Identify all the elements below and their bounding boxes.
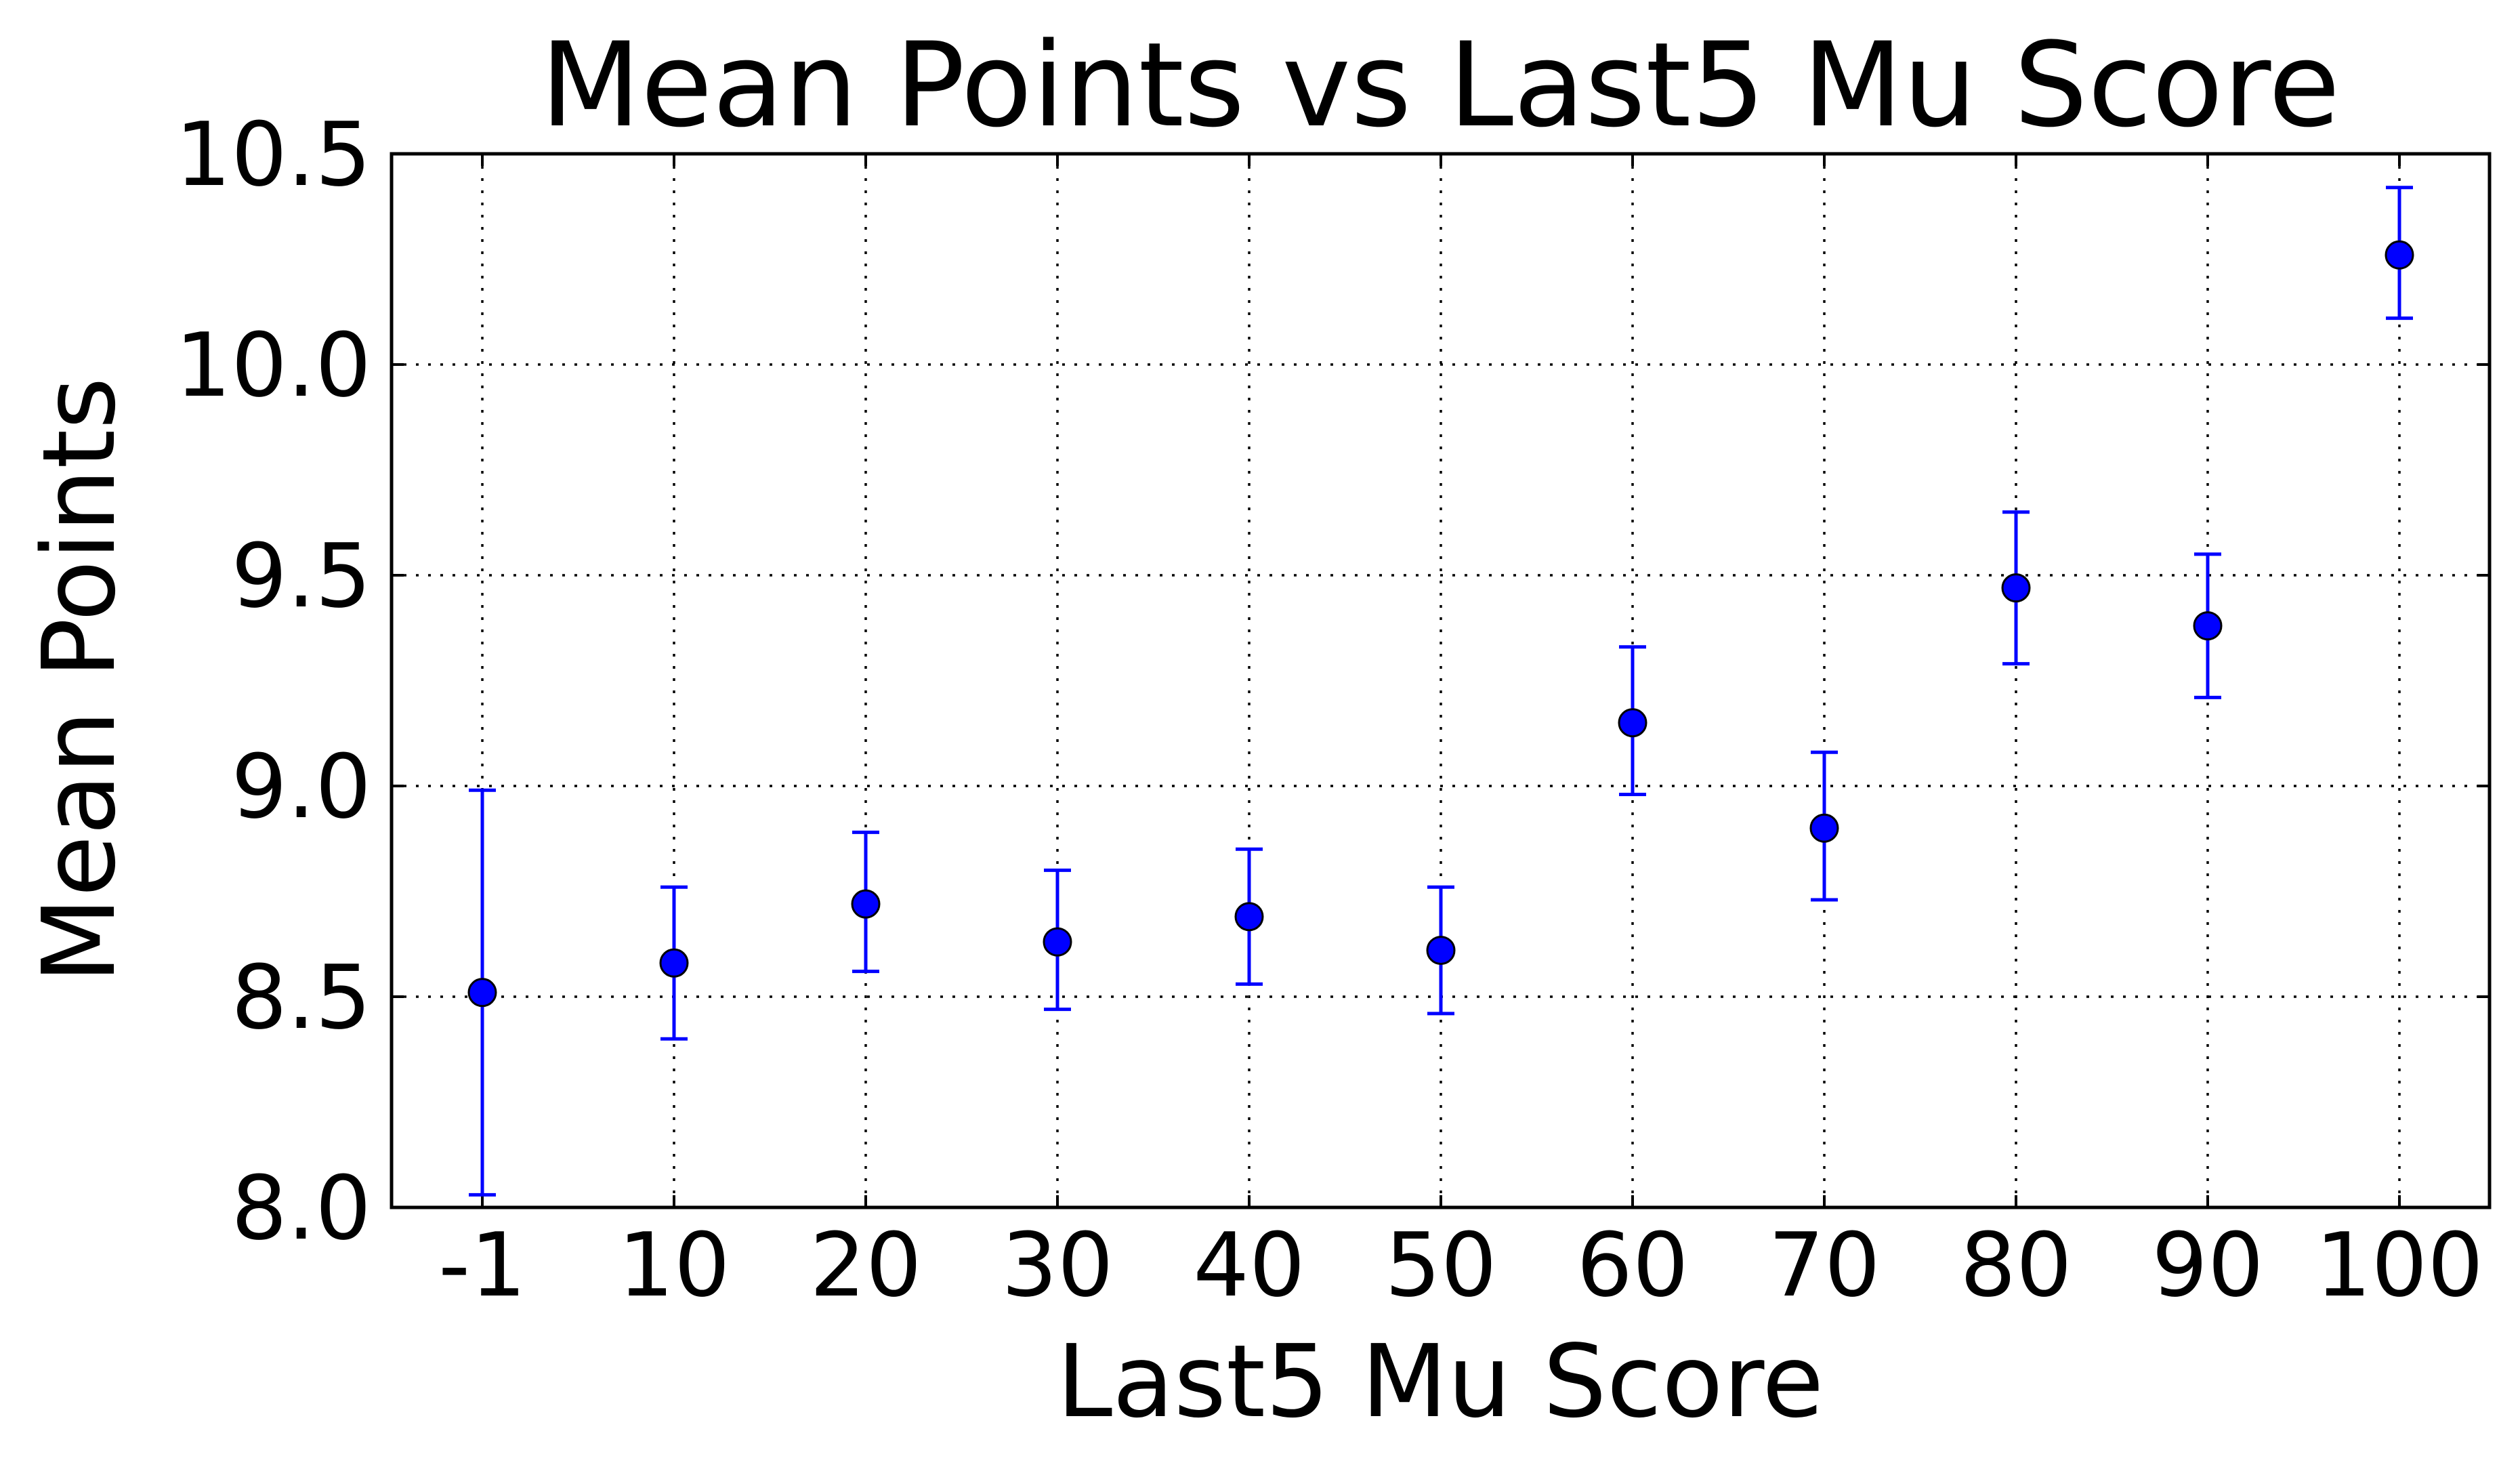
y-tick-label: 8.0 [231,1157,371,1260]
x-tick-label: 60 [1576,1214,1688,1317]
x-tick-label: 80 [1960,1214,2072,1317]
x-tick-label: 90 [2151,1214,2263,1317]
data-point [2001,573,2031,603]
data-point [2385,240,2414,270]
x-tick-label: 30 [1001,1214,1113,1317]
data-point [467,978,497,1008]
data-point [1043,927,1072,957]
x-axis-label: Last5 Mu Score [1057,1323,1824,1440]
data-point [1809,813,1839,843]
x-tick-label: 10 [618,1214,730,1317]
tick-layer: -1 10 20 30 40 50 60 70 80 90 100 8.0 8.5 9.0 9.5 10.0 1… [175,103,2490,1317]
data-point [659,948,689,978]
grid-layer [392,154,2490,1207]
y-tick-label: 8.5 [231,946,371,1049]
data-point [1618,708,1647,738]
x-tick-label: -1 [438,1214,526,1317]
y-tick-label: 9.0 [231,735,371,838]
data-point [1426,936,1456,966]
chart-title: Mean Points vs Last5 Mu Score [541,17,2340,153]
x-tick-label: 50 [1385,1214,1496,1317]
x-tick-label: 20 [810,1214,921,1317]
plot-frame [390,152,2492,1209]
data-point [2193,611,2223,641]
x-tick-label: 100 [2315,1214,2483,1317]
x-tick-label: 70 [1768,1214,1880,1317]
data-point [851,889,881,919]
y-axis-label: Mean Points [21,377,138,984]
y-tick-label: 10.5 [175,103,371,206]
y-tick-label: 9.5 [231,524,371,627]
data-layer [467,186,2414,1197]
x-tick-label: 40 [1193,1214,1305,1317]
data-point [1234,902,1264,932]
y-tick-label: 10.0 [175,314,371,417]
